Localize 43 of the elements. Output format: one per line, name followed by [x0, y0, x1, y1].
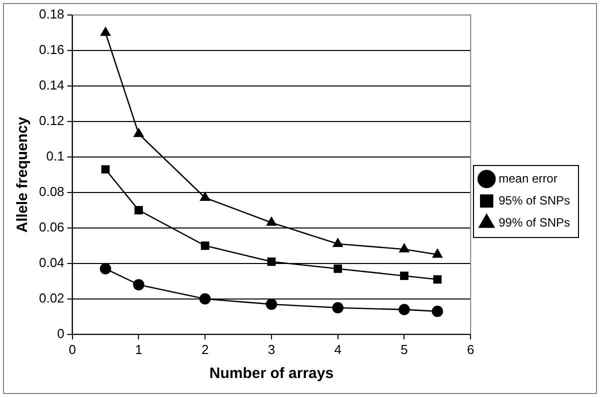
y-tick-label: 0.16: [38, 42, 64, 58]
point: [100, 263, 112, 274]
x-axis-title: Number of arrays: [209, 365, 334, 382]
y-tick-label: 0.08: [38, 184, 64, 200]
x-tick-label: 6: [467, 342, 474, 357]
y-tick-label: 0.14: [38, 78, 64, 93]
point: [200, 192, 210, 201]
point: [334, 264, 342, 273]
y-tick-label: 0.02: [38, 290, 64, 306]
x-tick-label: 3: [268, 342, 276, 357]
point: [100, 27, 110, 36]
point: [266, 298, 278, 310]
x-tick-label: 1: [135, 342, 142, 357]
y-tick-label: 0.12: [38, 113, 64, 128]
point: [199, 293, 211, 305]
point: [433, 275, 442, 284]
point: [133, 279, 144, 290]
point: [398, 304, 410, 316]
point: [332, 238, 343, 248]
point: [400, 272, 408, 280]
legend-label: mean error: [498, 171, 558, 186]
point: [267, 257, 276, 266]
point: [101, 165, 110, 174]
point: [134, 206, 143, 214]
y-tick-label: 0.06: [38, 220, 64, 235]
legend-label: 99% of SNPs: [498, 215, 570, 230]
y-tick-label: 0: [57, 326, 64, 341]
point: [266, 216, 276, 226]
y-tick-label: 0.04: [38, 255, 64, 270]
point: [432, 306, 444, 317]
x-tick-label: 0: [68, 342, 76, 357]
x-tick-label: 2: [201, 342, 209, 357]
y-axis-title: Allele frequency: [14, 116, 32, 233]
y-tick-label: 0.18: [38, 6, 64, 22]
x-tick-label: 5: [400, 342, 408, 357]
legend-label: 95% of SNPs: [498, 193, 570, 208]
point: [399, 244, 410, 252]
point: [332, 302, 344, 314]
point: [200, 241, 210, 250]
point: [134, 128, 144, 138]
x-tick-label: 4: [334, 342, 342, 357]
y-tick-label: 0.1: [46, 148, 64, 164]
point: [432, 248, 442, 258]
